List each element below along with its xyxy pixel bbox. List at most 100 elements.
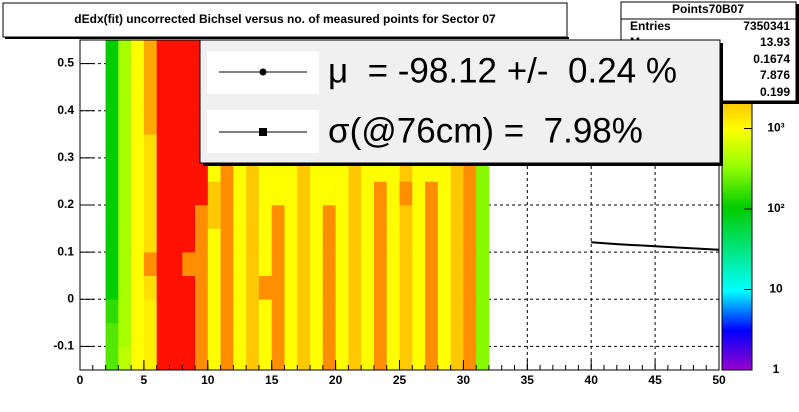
y-tick-label: 0.3 — [57, 150, 74, 164]
heatmap-cell — [131, 228, 145, 253]
heatmap-cell — [105, 110, 119, 135]
heatmap-cell — [386, 275, 400, 300]
heatmap-cell — [335, 346, 349, 371]
heatmap-cell — [386, 252, 400, 277]
heatmap-cell — [310, 181, 324, 206]
heatmap-cell — [297, 181, 311, 206]
heatmap-cell — [131, 63, 145, 88]
y-tick-label: 0.1 — [57, 244, 74, 258]
heatmap-cell — [386, 205, 400, 229]
heatmap-cell — [220, 228, 234, 253]
heatmap-cell — [361, 275, 375, 300]
heatmap-cell — [399, 228, 413, 253]
heatmap-cell — [118, 322, 132, 347]
heatmap-cell — [297, 322, 311, 347]
z-tick-label: 10³ — [767, 121, 784, 135]
heatmap-cell — [284, 346, 298, 371]
heatmap-cell — [220, 252, 234, 277]
heatmap-cell — [246, 299, 260, 324]
heatmap-cell — [195, 181, 209, 206]
heatmap-cell — [118, 40, 132, 64]
heatmap-cell — [131, 346, 145, 371]
heatmap-cell — [386, 299, 400, 324]
heatmap-cell — [156, 205, 170, 229]
heatmap-cell — [373, 205, 388, 229]
heatmap-cell — [118, 110, 132, 135]
heatmap-cell — [476, 228, 490, 253]
heatmap-cell — [169, 157, 183, 182]
heatmap-cell — [156, 87, 170, 112]
heatmap-cell — [156, 275, 170, 300]
heatmap-cell — [476, 252, 490, 277]
heatmap-cell — [284, 252, 298, 277]
heatmap-cell — [425, 322, 439, 347]
heatmap-cell — [195, 346, 209, 371]
heatmap-cell — [310, 228, 324, 253]
heatmap-cell — [373, 346, 388, 371]
heatmap-cell — [143, 181, 157, 206]
title-box — [2, 2, 568, 38]
heatmap-cell — [271, 346, 285, 371]
heatmap-cell — [233, 252, 247, 277]
heatmap-cell — [220, 181, 234, 206]
heatmap-cell — [322, 322, 336, 347]
heatmap-cell — [143, 110, 157, 135]
heatmap-cell — [169, 87, 183, 112]
heatmap-cell — [143, 87, 157, 112]
legend-marker — [259, 128, 267, 136]
heatmap-cell — [463, 252, 477, 277]
heatmap-cell — [195, 299, 209, 324]
z-tick-label: 10 — [769, 282, 783, 296]
heatmap-cell — [220, 205, 234, 229]
heatmap-cell — [412, 346, 426, 371]
heatmap-cell — [335, 205, 349, 229]
heatmap-cell — [207, 181, 221, 206]
heatmap-cell — [348, 275, 362, 300]
heatmap-cell — [425, 228, 439, 253]
heatmap-cell — [143, 275, 157, 300]
heatmap-cell — [246, 181, 260, 206]
heatmap-cell — [450, 252, 464, 277]
x-tick-label: 30 — [457, 373, 471, 387]
heatmap-cell — [399, 322, 413, 347]
heatmap-cell — [373, 252, 388, 277]
heatmap-cell — [348, 299, 362, 324]
heatmap-cell — [169, 63, 183, 88]
heatmap-cell — [361, 346, 375, 371]
heatmap-cell — [195, 205, 209, 229]
y-tick-label: 0.2 — [57, 197, 74, 211]
heatmap-cell — [105, 252, 119, 277]
heatmap-cell — [195, 322, 209, 347]
heatmap-cell — [105, 299, 119, 324]
heatmap-cell — [105, 228, 119, 253]
heatmap-cell — [412, 299, 426, 324]
heatmap-cell — [156, 40, 170, 64]
heatmap-cell — [169, 322, 183, 347]
heatmap-cell — [450, 228, 464, 253]
heatmap-cell — [105, 157, 119, 182]
heatmap-cell — [246, 252, 260, 277]
heatmap-cell — [437, 346, 451, 371]
heatmap-cell — [373, 228, 388, 253]
heatmap-cell — [258, 299, 272, 324]
x-tick-label: 35 — [521, 373, 535, 387]
z-tick-label: 1 — [773, 362, 780, 376]
heatmap-cell — [220, 275, 234, 300]
heatmap-cell — [322, 346, 336, 371]
legend-marker — [259, 68, 267, 76]
heatmap-cell — [169, 110, 183, 135]
heatmap-cell — [233, 228, 247, 253]
heatmap-cell — [258, 228, 272, 253]
heatmap-cell — [399, 275, 413, 300]
heatmap-cell — [207, 322, 221, 347]
heatmap-cell — [322, 205, 336, 229]
heatmap-cell — [131, 87, 145, 112]
heatmap-cell — [207, 205, 221, 229]
stats-value: 0.199 — [760, 85, 790, 99]
heatmap-cell — [143, 205, 157, 229]
heatmap-cell — [182, 299, 196, 324]
x-tick-label: 0 — [77, 373, 84, 387]
heatmap-cell — [361, 228, 375, 253]
heatmap-cell — [169, 228, 183, 253]
heatmap-cell — [310, 299, 324, 324]
